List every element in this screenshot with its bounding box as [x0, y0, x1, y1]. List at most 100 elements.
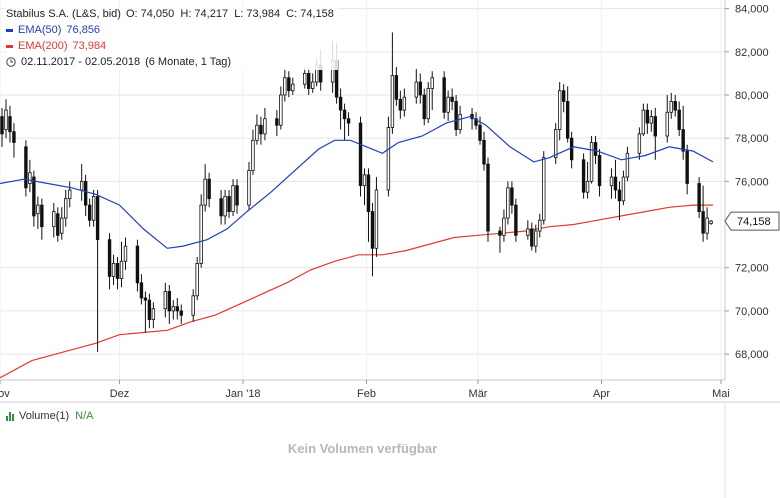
candlestick-series: [0, 32, 713, 352]
candle-body: [227, 196, 231, 212]
candle-body: [247, 170, 251, 206]
x-tick-label: Apr: [593, 388, 610, 400]
chart-legend: Stabilus S.A. (L&S, bid) O: 74,050 H: 74…: [6, 6, 338, 70]
ema200-path: [0, 204, 713, 379]
candle: [669, 92, 673, 119]
candle: [4, 99, 8, 139]
candle: [179, 304, 183, 324]
volume-bars-icon: [6, 411, 14, 421]
candle: [95, 190, 100, 352]
candle: [227, 190, 231, 219]
candle-body: [454, 101, 458, 130]
y-tick-label: 72,000: [735, 263, 769, 275]
candle: [530, 222, 534, 251]
candle: [28, 159, 32, 193]
candle: [275, 110, 279, 137]
x-tick-label: Nov: [0, 388, 10, 400]
candle: [681, 105, 685, 160]
candle: [143, 291, 148, 333]
candle: [338, 88, 343, 130]
candle: [167, 285, 172, 324]
candle: [8, 105, 12, 143]
candle-body: [538, 219, 542, 232]
candle: [119, 241, 124, 288]
candle: [613, 159, 618, 199]
candle-body: [458, 114, 462, 130]
candle: [374, 177, 379, 257]
candle-body: [167, 291, 172, 312]
candle: [442, 71, 446, 119]
candle: [581, 153, 586, 199]
candle: [482, 131, 486, 171]
candle-body: [641, 109, 646, 135]
candle: [231, 179, 235, 216]
candle-body: [36, 204, 40, 215]
candle: [83, 174, 88, 216]
candle: [498, 226, 502, 253]
candle: [40, 198, 44, 240]
candle-body: [95, 196, 100, 241]
ema50-swatch: [6, 28, 13, 32]
candle-body: [394, 75, 399, 100]
candle: [139, 274, 144, 305]
candle: [701, 185, 705, 242]
candle: [510, 181, 514, 214]
candle-body: [303, 73, 307, 85]
last-price-label: 74,158: [737, 216, 771, 228]
candle-body: [175, 306, 179, 312]
candle-body: [474, 118, 478, 126]
ema50-label: EMA(50): [18, 24, 62, 36]
ema200-line: [0, 204, 713, 379]
candle-body: [649, 116, 654, 124]
candle-body: [697, 183, 701, 212]
candle-body: [370, 211, 375, 249]
candle: [370, 202, 375, 277]
candle-body: [402, 96, 407, 111]
volume-legend[interactable]: Volume(1) N/A: [6, 410, 122, 422]
candle-body: [422, 94, 426, 120]
legend-ema50-row[interactable]: EMA(50) 76,856: [6, 22, 334, 38]
candle-body: [32, 176, 36, 217]
candle-body: [147, 299, 152, 320]
candle: [199, 194, 203, 268]
candle: [446, 90, 450, 121]
x-tick-label: Feb: [357, 388, 376, 400]
legend-instrument-row: Stabilus S.A. (L&S, bid) O: 74,050 H: 74…: [6, 6, 334, 22]
candle: [506, 181, 510, 225]
candle-body: [119, 260, 124, 279]
candle-body: [374, 189, 379, 249]
candle: [486, 157, 490, 242]
candle: [362, 168, 367, 206]
candle: [175, 297, 179, 320]
candle: [64, 190, 68, 227]
no-volume-message: Kein Volumen verfügbar: [287, 441, 438, 456]
candle-body: [653, 116, 657, 137]
candle-body: [593, 142, 598, 156]
candle: [561, 84, 566, 113]
candle-body: [613, 176, 618, 191]
candle: [534, 224, 538, 253]
candle: [609, 168, 614, 199]
legend-ema200-row[interactable]: EMA(200) 73,984: [6, 38, 334, 54]
candle: [358, 116, 363, 197]
candle-body: [79, 180, 84, 191]
candle: [163, 282, 168, 318]
last-price-tag: [724, 211, 780, 231]
candle: [171, 300, 175, 320]
candle: [709, 219, 713, 225]
legend-period-row: 02.11.2017 - 02.05.2018 (6 Monate, 1 Tag…: [6, 54, 334, 70]
candle: [585, 161, 590, 199]
candle-body: [135, 245, 140, 284]
candle: [287, 71, 291, 98]
candle-body: [24, 146, 28, 189]
y-tick-label: 68,000: [735, 349, 769, 361]
candle-body: [534, 230, 538, 247]
candle-body: [554, 129, 558, 159]
candle: [366, 168, 371, 242]
candle-body: [291, 83, 295, 92]
candle-body: [235, 185, 239, 206]
candle: [56, 207, 60, 242]
candle: [91, 190, 96, 227]
candle: [478, 116, 482, 145]
